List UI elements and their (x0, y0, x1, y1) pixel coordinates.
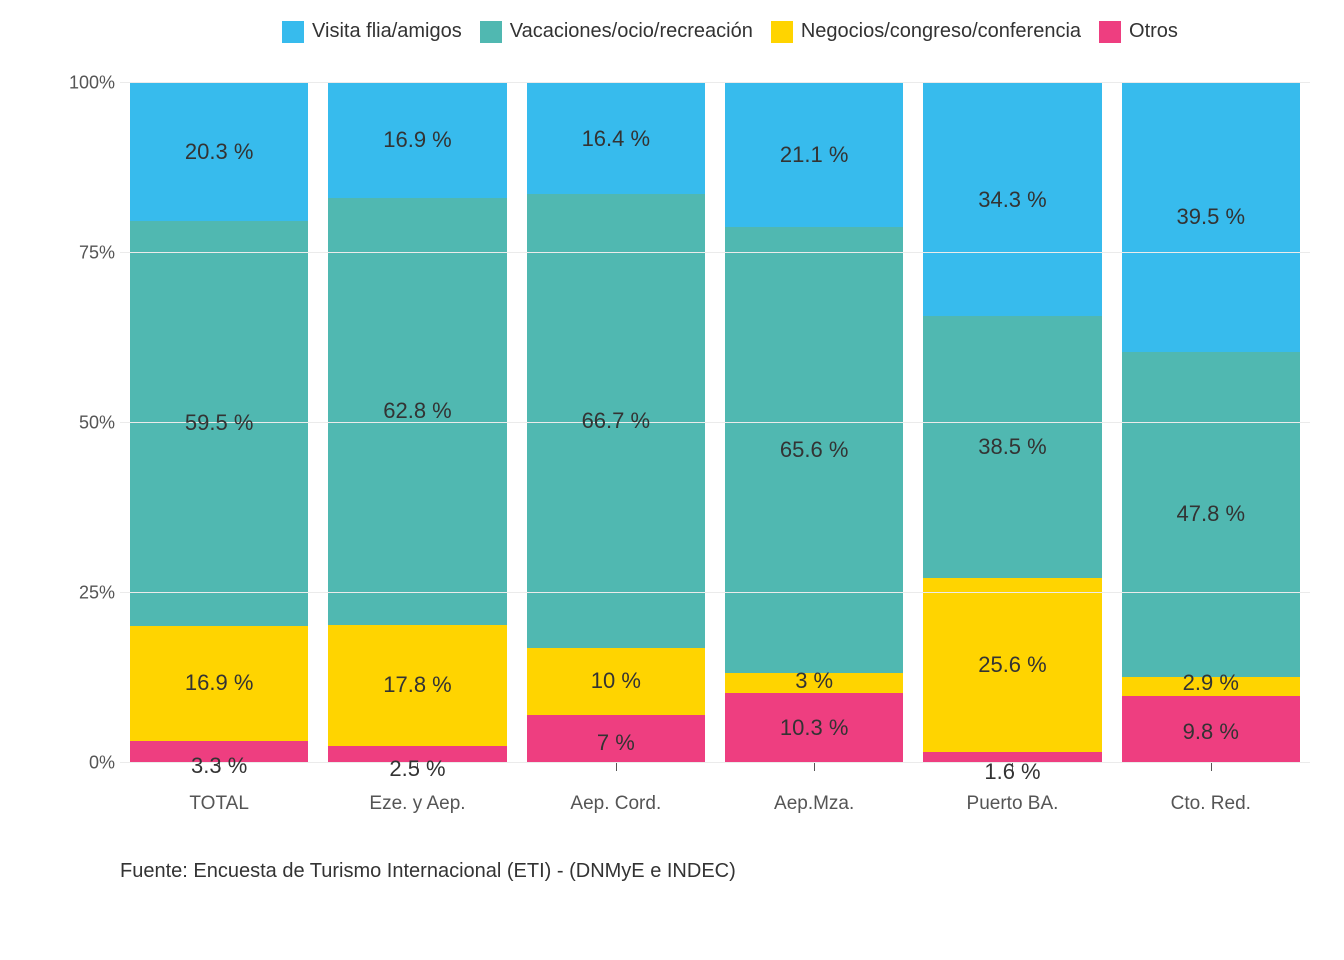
y-tick: 75% (60, 243, 115, 264)
segment-label: 3.3 % (191, 753, 247, 779)
gridline (120, 252, 1310, 253)
segment-negocios: 16.9 % (130, 626, 308, 741)
legend-item-vacaciones: Vacaciones/ocio/recreación (480, 20, 753, 43)
segment-label: 21.1 % (780, 142, 849, 168)
legend: Visita flia/amigos Vacaciones/ocio/recrea… (60, 20, 1320, 43)
segment-label: 7 % (597, 730, 635, 756)
x-tick: Eze. y Aep. (318, 793, 516, 815)
bar-group: 2.5 % 17.8 % 62.8 % 16.9 % (318, 83, 516, 763)
legend-swatch (1099, 21, 1121, 43)
stacked-bar: 9.8 % 2.9 % 47.8 % 39.5 % (1122, 83, 1300, 763)
stacked-bar: 3.3 % 16.9 % 59.5 % 20.3 % (130, 83, 308, 763)
segment-label: 62.8 % (383, 398, 452, 424)
segment-label: 16.9 % (383, 127, 452, 153)
x-tick-mark (814, 763, 815, 771)
x-tick: Aep. Cord. (517, 793, 715, 815)
segment-visita: 20.3 % (130, 83, 308, 221)
gridline (120, 422, 1310, 423)
segment-vacaciones: 66.7 % (527, 194, 705, 647)
x-tick: Aep.Mza. (715, 793, 913, 815)
gridline (120, 592, 1310, 593)
segment-visita: 39.5 % (1122, 83, 1300, 352)
segment-vacaciones: 47.8 % (1122, 352, 1300, 677)
segment-label: 66.7 % (582, 408, 651, 434)
segment-label: 16.9 % (185, 670, 254, 696)
segment-negocios: 2.9 % (1122, 677, 1300, 697)
legend-label: Negocios/congreso/conferencia (801, 20, 1081, 43)
x-tick-mark (616, 763, 617, 771)
segment-negocios: 3 % (725, 673, 903, 693)
y-axis: 0%25%50%75%100% (60, 83, 115, 763)
gridline (120, 82, 1310, 83)
legend-label: Otros (1129, 20, 1178, 43)
legend-item-visita: Visita flia/amigos (282, 20, 462, 43)
segment-vacaciones: 38.5 % (923, 316, 1101, 578)
segment-label: 39.5 % (1177, 204, 1246, 230)
bar-group: 7 % 10 % 66.7 % 16.4 % (517, 83, 715, 763)
source-text: Fuente: Encuesta de Turismo Internaciona… (120, 860, 1320, 883)
x-tick: TOTAL (120, 793, 318, 815)
segment-otros: 3.3 % (130, 741, 308, 763)
segment-visita: 34.3 % (923, 83, 1101, 316)
segment-label: 59.5 % (185, 410, 254, 436)
segment-label: 2.5 % (389, 756, 445, 782)
segment-negocios: 17.8 % (328, 625, 506, 746)
segment-label: 10.3 % (780, 715, 849, 741)
legend-label: Visita flia/amigos (312, 20, 462, 43)
segment-otros: 10.3 % (725, 693, 903, 763)
segment-label: 38.5 % (978, 434, 1047, 460)
segment-label: 20.3 % (185, 139, 254, 165)
legend-swatch (480, 21, 502, 43)
segment-label: 65.6 % (780, 437, 849, 463)
segment-label: 10 % (591, 668, 641, 694)
x-tick: Puerto BA. (913, 793, 1111, 815)
y-tick: 100% (60, 73, 115, 94)
segment-label: 17.8 % (383, 672, 452, 698)
bars-row: 3.3 % 16.9 % 59.5 % 20.3 % 2.5 % 17.8 % 62.8 %… (120, 83, 1310, 763)
legend-swatch (282, 21, 304, 43)
legend-label: Vacaciones/ocio/recreación (510, 20, 753, 43)
segment-label: 1.6 % (984, 759, 1040, 785)
segment-label: 2.9 % (1183, 670, 1239, 696)
segment-visita: 16.9 % (328, 83, 506, 198)
segment-vacaciones: 65.6 % (725, 227, 903, 673)
segment-label: 47.8 % (1177, 501, 1246, 527)
gridline (120, 762, 1310, 763)
bar-group: 3.3 % 16.9 % 59.5 % 20.3 % (120, 83, 318, 763)
segment-label: 16.4 % (582, 126, 651, 152)
plot-area: 0%25%50%75%100% 3.3 %16.9 %59.5 %20.3 %2… (120, 83, 1310, 763)
x-tick-mark (1211, 763, 1212, 771)
x-axis: TOTALEze. y Aep.Aep. Cord.Aep.Mza.Puerto… (120, 793, 1310, 815)
bar-group: 1.6 %25.6 %38.5 %34.3 % (913, 83, 1111, 763)
x-tick: Cto. Red. (1112, 793, 1310, 815)
bar-group: 9.8 % 2.9 % 47.8 % 39.5 % (1112, 83, 1310, 763)
legend-item-otros: Otros (1099, 20, 1178, 43)
segment-vacaciones: 59.5 % (130, 221, 308, 626)
stacked-bar: 1.6 %25.6 %38.5 %34.3 % (923, 83, 1101, 763)
segment-otros: 2.5 % (328, 746, 506, 763)
stacked-bar: 7 % 10 % 66.7 % 16.4 % (527, 83, 705, 763)
segment-negocios: 10 % (527, 648, 705, 716)
chart-container: Visita flia/amigos Vacaciones/ocio/recrea… (60, 20, 1320, 920)
segment-otros: 7 % (527, 715, 705, 763)
segment-visita: 21.1 % (725, 83, 903, 226)
stacked-bar: 2.5 % 17.8 % 62.8 % 16.9 % (328, 83, 506, 763)
segment-label: 9.8 % (1183, 719, 1239, 745)
segment-negocios: 25.6 % (923, 578, 1101, 752)
legend-item-negocios: Negocios/congreso/conferencia (771, 20, 1081, 43)
segment-visita: 16.4 % (527, 83, 705, 194)
legend-swatch (771, 21, 793, 43)
segment-label: 34.3 % (978, 187, 1047, 213)
segment-otros: 9.8 % (1122, 696, 1300, 763)
bar-group: 10.3 % 3 % 65.6 % 21.1 % (715, 83, 913, 763)
y-tick: 50% (60, 413, 115, 434)
stacked-bar: 10.3 % 3 % 65.6 % 21.1 % (725, 83, 903, 763)
segment-vacaciones: 62.8 % (328, 198, 506, 625)
segment-label: 25.6 % (978, 652, 1047, 678)
y-tick: 0% (60, 753, 115, 774)
y-tick: 25% (60, 583, 115, 604)
segment-label: 3 % (795, 668, 833, 694)
